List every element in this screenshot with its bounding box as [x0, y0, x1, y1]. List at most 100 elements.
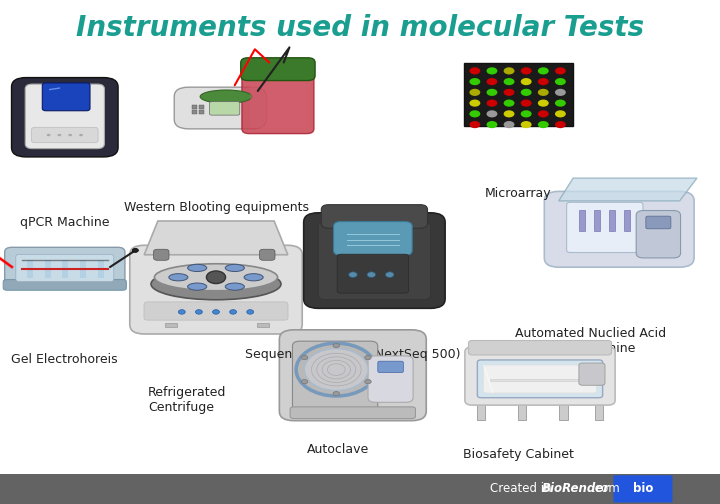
Circle shape: [469, 68, 480, 75]
FancyBboxPatch shape: [279, 330, 426, 421]
Circle shape: [68, 134, 72, 136]
Text: Created in: Created in: [490, 482, 555, 495]
Bar: [624, 210, 629, 231]
FancyBboxPatch shape: [130, 245, 302, 334]
Text: Sequencer (Illumina NextSeq 500): Sequencer (Illumina NextSeq 500): [245, 348, 461, 361]
Circle shape: [555, 78, 566, 85]
Circle shape: [538, 99, 549, 107]
Text: .com: .com: [592, 482, 621, 495]
FancyBboxPatch shape: [21, 144, 109, 153]
Text: Gel Electrohoreis: Gel Electrohoreis: [12, 353, 118, 366]
Circle shape: [333, 343, 340, 348]
FancyBboxPatch shape: [646, 216, 671, 229]
Circle shape: [367, 272, 376, 278]
Circle shape: [305, 349, 368, 391]
FancyBboxPatch shape: [544, 192, 694, 267]
FancyBboxPatch shape: [12, 78, 118, 157]
Ellipse shape: [154, 264, 278, 291]
Circle shape: [503, 68, 515, 75]
FancyBboxPatch shape: [469, 341, 611, 355]
Ellipse shape: [151, 268, 281, 300]
FancyBboxPatch shape: [290, 407, 415, 419]
Circle shape: [302, 355, 308, 360]
FancyBboxPatch shape: [477, 360, 603, 398]
Circle shape: [302, 380, 308, 384]
Bar: [192, 110, 197, 114]
FancyBboxPatch shape: [260, 249, 275, 260]
Circle shape: [132, 248, 138, 253]
Ellipse shape: [225, 264, 244, 272]
Ellipse shape: [168, 274, 188, 281]
Circle shape: [487, 89, 498, 96]
Circle shape: [521, 68, 531, 75]
Ellipse shape: [244, 274, 264, 281]
Circle shape: [47, 134, 50, 136]
Circle shape: [538, 68, 549, 75]
Circle shape: [503, 89, 515, 96]
Polygon shape: [559, 178, 697, 201]
Ellipse shape: [188, 283, 207, 290]
Text: BioRender: BioRender: [542, 482, 610, 495]
FancyBboxPatch shape: [464, 64, 573, 126]
Circle shape: [469, 78, 480, 85]
FancyBboxPatch shape: [242, 66, 314, 134]
Circle shape: [487, 78, 498, 85]
Bar: [518, 399, 526, 420]
FancyBboxPatch shape: [636, 211, 680, 258]
Text: Western Blooting equipments: Western Blooting equipments: [124, 202, 308, 214]
FancyBboxPatch shape: [250, 82, 306, 128]
Text: Microarray: Microarray: [485, 187, 552, 200]
Text: Autoclave: Autoclave: [307, 443, 369, 456]
Circle shape: [333, 392, 340, 396]
Circle shape: [487, 121, 498, 128]
Circle shape: [196, 309, 202, 314]
Circle shape: [521, 99, 531, 107]
Text: Instruments used in molecular Tests: Instruments used in molecular Tests: [76, 14, 644, 42]
Text: Refrigerated
Centrifuge: Refrigerated Centrifuge: [148, 386, 226, 414]
Bar: [609, 210, 615, 231]
FancyBboxPatch shape: [567, 202, 643, 253]
Circle shape: [555, 121, 566, 128]
FancyBboxPatch shape: [42, 83, 90, 111]
Text: Automated Nuclied Acid
Extraction Machine: Automated Nuclied Acid Extraction Machin…: [515, 327, 666, 355]
FancyBboxPatch shape: [465, 347, 615, 405]
Circle shape: [487, 68, 498, 75]
Circle shape: [487, 99, 498, 107]
Bar: [27, 260, 33, 278]
Ellipse shape: [225, 283, 244, 290]
Bar: [595, 399, 603, 420]
Text: bio: bio: [633, 482, 653, 495]
Circle shape: [58, 134, 61, 136]
Circle shape: [538, 121, 549, 128]
Circle shape: [538, 89, 549, 96]
Circle shape: [207, 271, 225, 284]
Circle shape: [469, 121, 480, 128]
Circle shape: [179, 309, 185, 314]
FancyBboxPatch shape: [613, 475, 672, 502]
FancyBboxPatch shape: [321, 205, 428, 228]
Bar: [165, 323, 177, 327]
Circle shape: [365, 380, 372, 384]
Bar: [199, 110, 204, 114]
FancyBboxPatch shape: [368, 356, 413, 402]
FancyBboxPatch shape: [240, 58, 315, 81]
FancyBboxPatch shape: [304, 213, 445, 308]
Bar: [45, 260, 50, 278]
Bar: [192, 105, 197, 109]
Circle shape: [79, 134, 83, 136]
Circle shape: [538, 78, 549, 85]
FancyBboxPatch shape: [378, 361, 403, 372]
FancyBboxPatch shape: [318, 222, 431, 299]
FancyBboxPatch shape: [483, 365, 597, 393]
Bar: [490, 379, 590, 381]
FancyBboxPatch shape: [210, 102, 240, 115]
FancyBboxPatch shape: [144, 302, 288, 320]
FancyBboxPatch shape: [153, 249, 169, 260]
FancyBboxPatch shape: [32, 128, 98, 143]
Circle shape: [555, 89, 566, 96]
Circle shape: [503, 78, 515, 85]
Circle shape: [503, 99, 515, 107]
FancyBboxPatch shape: [4, 247, 125, 288]
Text: Biosafety Cabinet: Biosafety Cabinet: [463, 448, 574, 461]
Circle shape: [521, 89, 531, 96]
